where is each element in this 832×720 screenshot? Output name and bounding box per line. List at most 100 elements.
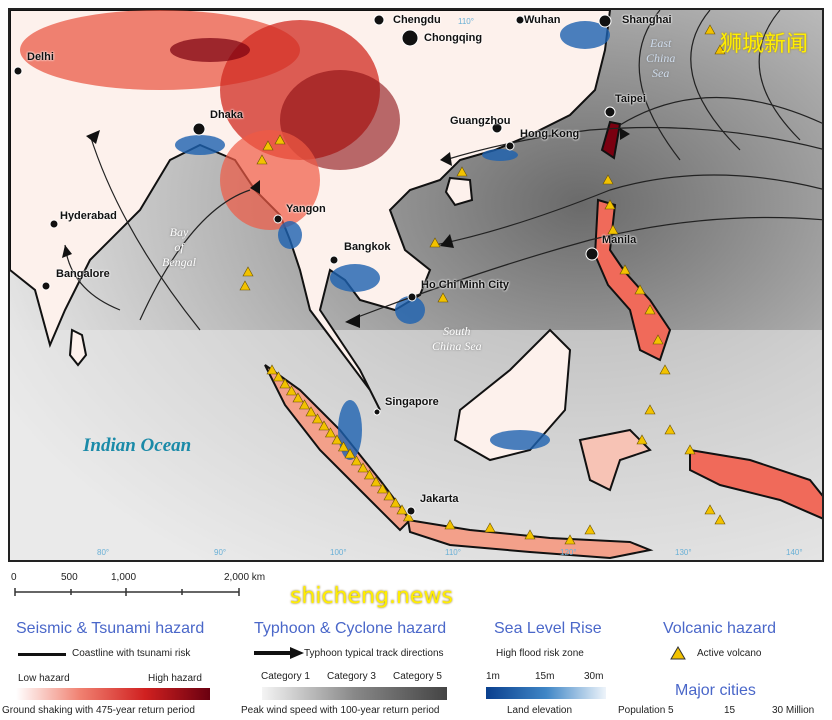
volcano-icon bbox=[331, 434, 343, 445]
longitude-label: 120° bbox=[560, 548, 577, 557]
city-dot bbox=[373, 408, 381, 416]
volcano-icon bbox=[652, 334, 664, 345]
map-graphics bbox=[10, 10, 822, 560]
legend-caption: Land elevation bbox=[507, 705, 573, 716]
city-dot bbox=[41, 281, 51, 291]
sea-label-bay-of-bengal: Bay of Bengal bbox=[162, 225, 196, 270]
volcano-icon bbox=[311, 413, 324, 424]
volcano-icon bbox=[262, 140, 274, 151]
longitude-label: 110° bbox=[445, 548, 461, 557]
longitude-label: 100° bbox=[330, 548, 347, 557]
legend-item: High flood risk zone bbox=[496, 648, 584, 659]
volcano-icon bbox=[584, 524, 596, 535]
volcano-icon bbox=[337, 441, 350, 452]
legend-cat1: Category 1 bbox=[261, 671, 310, 682]
coastline-line-icon bbox=[18, 653, 66, 656]
sea-label-line: Bay bbox=[169, 225, 189, 239]
city-dot bbox=[598, 14, 612, 28]
volcano-icon bbox=[484, 522, 496, 533]
legend-item: Typhoon typical track directions bbox=[304, 648, 444, 659]
volcano-icon bbox=[607, 224, 619, 235]
volcano-icon bbox=[684, 444, 696, 455]
legend-high: High hazard bbox=[148, 673, 202, 684]
volcano-icon bbox=[402, 511, 415, 522]
volcano-icon bbox=[318, 420, 330, 431]
volcano-icon bbox=[272, 371, 285, 382]
city-label-hyderabad: Hyderabad bbox=[60, 210, 117, 222]
legend-pop5: Population 5 bbox=[618, 705, 674, 716]
volcano-icon bbox=[714, 44, 726, 55]
volcano-icon bbox=[357, 462, 369, 473]
volcano-icon bbox=[370, 476, 382, 487]
scale-tick-0: 0 bbox=[11, 572, 17, 583]
city-dot bbox=[585, 247, 599, 261]
legend-cat3: Category 3 bbox=[327, 671, 376, 682]
city-label-hong-kong: Hong Kong bbox=[520, 128, 580, 140]
city-label-guangzhou: Guangzhou bbox=[450, 115, 511, 127]
legend-title-cities: Major cities bbox=[675, 682, 756, 699]
city-label-chengdu: Chengdu bbox=[393, 14, 441, 26]
watermark-en: shicheng.news bbox=[290, 584, 453, 609]
watermark-cn: 狮城新闻 bbox=[719, 32, 808, 57]
volcano-icon bbox=[634, 284, 646, 295]
volcano-icon bbox=[274, 134, 286, 145]
city-label-singapore: Singapore bbox=[385, 396, 439, 408]
land-hainan bbox=[444, 176, 474, 207]
longitude-label: 130° bbox=[675, 548, 692, 557]
sea-label-line: South bbox=[443, 324, 471, 338]
sea-label-line: China Sea bbox=[432, 339, 482, 353]
legend-30m: 30m bbox=[584, 671, 604, 682]
volcano-icon bbox=[564, 534, 576, 545]
track-arrow-icon bbox=[254, 647, 304, 659]
volcano-icon bbox=[636, 434, 648, 445]
volcano-icon bbox=[298, 399, 311, 410]
hazard-map: Chengdu Chongqing Wuhan Shanghai Delhi D… bbox=[8, 8, 824, 562]
ocean-label-indian-ocean: Indian Ocean bbox=[83, 435, 192, 456]
sea-label-south-china-sea: South China Sea bbox=[432, 324, 482, 354]
volcano-icon bbox=[350, 455, 363, 466]
volcano-icon bbox=[714, 514, 726, 525]
city-dot bbox=[13, 66, 23, 76]
volcano-icon bbox=[363, 469, 376, 480]
volcano-icon bbox=[279, 378, 291, 389]
volcano-icon bbox=[704, 504, 716, 515]
volcano-icon bbox=[242, 266, 254, 277]
volcano-icon bbox=[644, 304, 656, 315]
volcano-icon bbox=[602, 174, 614, 185]
city-label-chongqing: Chongqing bbox=[424, 32, 483, 44]
city-label-bangkok: Bangkok bbox=[344, 241, 391, 253]
legend-15m: 15m bbox=[535, 671, 555, 682]
city-label-yangon: Yangon bbox=[286, 203, 326, 215]
scale-tick-500: 500 bbox=[61, 572, 78, 583]
legend-title: Seismic & Tsunami hazard bbox=[16, 620, 205, 637]
volcano-icon bbox=[659, 364, 671, 375]
city-dot bbox=[373, 14, 385, 26]
typhoon-arrowheads bbox=[62, 128, 630, 328]
legend-caption: Ground shaking with 475-year return peri… bbox=[2, 705, 195, 716]
legend-title: Typhoon & Cyclone hazard bbox=[254, 620, 447, 637]
sea-label-line: Sea bbox=[652, 66, 670, 80]
volcano-icon bbox=[670, 646, 686, 660]
scale-tick-1000: 1,000 bbox=[111, 572, 137, 583]
elevation-gradient-bar bbox=[486, 687, 606, 699]
volcano-icon bbox=[604, 199, 616, 210]
volcano-icon bbox=[266, 364, 278, 375]
city-dot bbox=[491, 122, 503, 134]
city-label-taipei: Taipei bbox=[615, 93, 646, 105]
legend-cat5: Category 5 bbox=[393, 671, 442, 682]
legend-title: Sea Level Rise bbox=[494, 620, 602, 637]
volcano-icon bbox=[704, 24, 716, 35]
city-label-wuhan: Wuhan bbox=[524, 14, 561, 26]
land-philippines bbox=[593, 198, 672, 362]
wind-gradient-bar bbox=[262, 687, 447, 700]
land-sri-lanka bbox=[68, 328, 88, 367]
legend-title: Volcanic hazard bbox=[663, 620, 776, 637]
city-label-dhaka: Dhaka bbox=[210, 109, 244, 121]
land-taiwan bbox=[600, 120, 622, 160]
volcano-icon bbox=[285, 385, 298, 396]
sea-label-line: Bengal bbox=[162, 255, 196, 269]
city-label-manila: Manila bbox=[602, 234, 637, 246]
city-dot bbox=[515, 15, 525, 25]
volcano-icon bbox=[644, 404, 656, 415]
typhoon-tracks bbox=[64, 10, 822, 331]
